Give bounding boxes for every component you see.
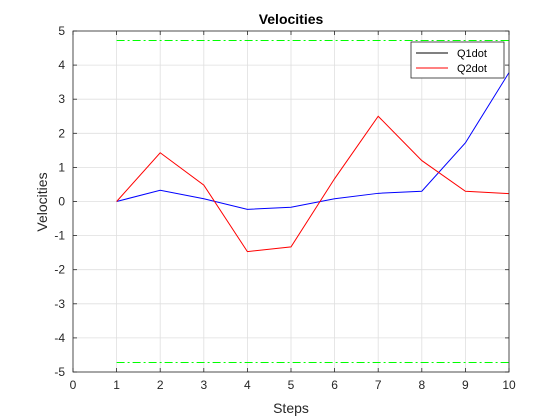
y-tick-label: 0 [58, 195, 65, 209]
y-tick-label: 2 [58, 126, 65, 140]
y-tick-label: 1 [58, 160, 65, 174]
ticks [72, 30, 510, 373]
x-tick-label: 5 [288, 378, 295, 392]
x-tick-label: 10 [502, 378, 516, 392]
series-line-q2dot [116, 115, 510, 253]
y-tick-label: -3 [54, 297, 65, 311]
y-tick-label: -4 [54, 331, 65, 345]
y-tick-label: 4 [58, 58, 65, 72]
x-tick-label: 8 [418, 378, 425, 392]
y-tick-label: 5 [58, 24, 65, 38]
legend-label-q2dot: Q2dot [457, 63, 487, 75]
x-tick-label: 6 [331, 378, 338, 392]
x-axis-label: Steps [273, 400, 309, 416]
x-tick-label: 7 [375, 378, 382, 392]
x-tick-label: 9 [462, 378, 469, 392]
x-tick-label: 4 [244, 378, 251, 392]
x-tick-label: 2 [157, 378, 164, 392]
y-axis-label: Velocities [34, 172, 50, 231]
tick-labels: 0 1 2 3 4 5 6 7 8 9 10 -5 -4 -3 -2 -1 0 1 2 3 4 5 [54, 24, 516, 392]
x-tick-label: 0 [70, 378, 77, 392]
y-tick-label: -1 [54, 229, 65, 243]
x-tick-label: 3 [200, 378, 207, 392]
y-tick-label: -2 [54, 263, 65, 277]
reference-lines [116, 40, 509, 363]
x-tick-label: 1 [113, 378, 120, 392]
legend-box [410, 41, 505, 79]
legend: Q1dot Q2dot [410, 41, 505, 79]
chart-title: Velocities [259, 11, 324, 27]
series-lines [116, 72, 510, 253]
legend-label-q1dot: Q1dot [457, 48, 487, 60]
y-tick-label: 3 [58, 92, 65, 106]
y-tick-label: -5 [54, 365, 65, 379]
series-line-q1dot [116, 72, 510, 210]
